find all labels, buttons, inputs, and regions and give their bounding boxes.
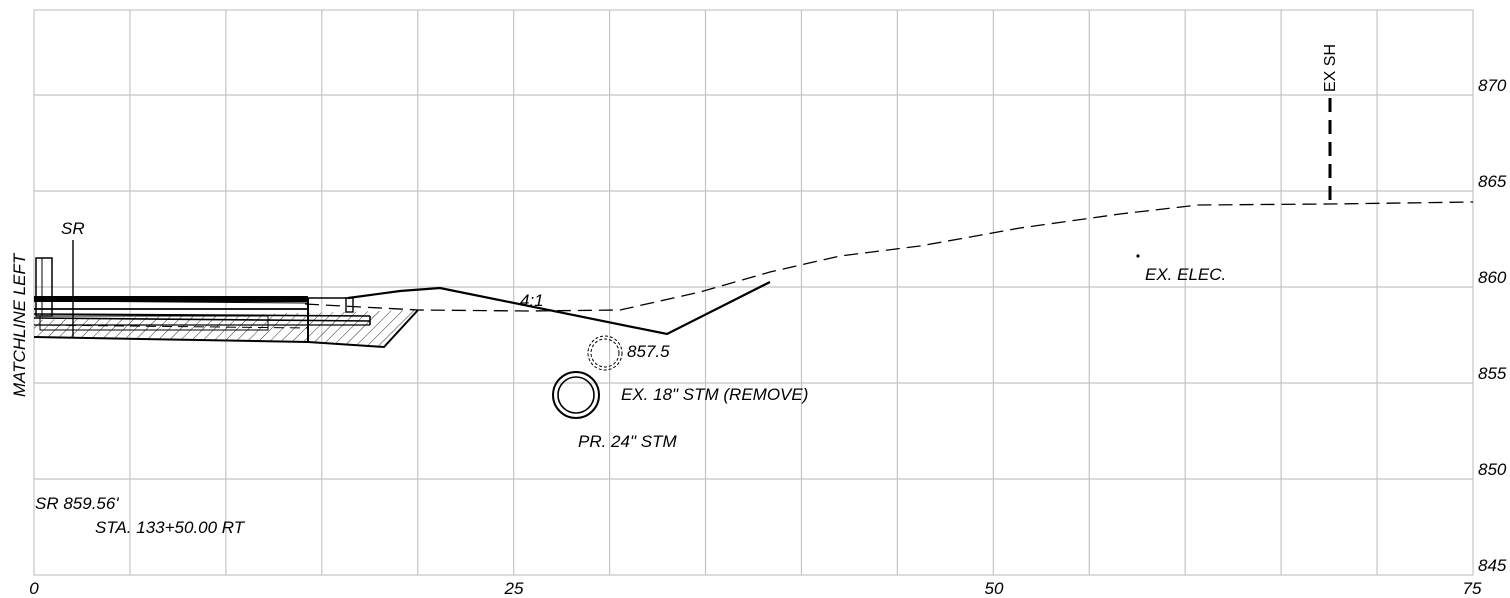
slope-label: 4:1 [520, 291, 544, 310]
ex-storm-label: EX. 18" STM (REMOVE) [621, 385, 808, 404]
ex-electric-label: EX. ELEC. [1145, 265, 1226, 284]
grid [33, 9, 1474, 576]
y-tick: 865 [1478, 172, 1507, 191]
elevation-point-label: 857.5 [627, 342, 670, 361]
x-tick: 50 [985, 579, 1004, 598]
ex-electric-marker [1136, 254, 1140, 258]
existing-ground-line [304, 201, 1474, 312]
proposed-24in-storm-pipe [552, 371, 600, 419]
y-tick: 845 [1478, 556, 1507, 575]
x-tick: 0 [29, 579, 39, 598]
station-label: STA. 133+50.00 RT [95, 518, 246, 537]
sr-elevation-label: SR 859.56' [35, 494, 119, 513]
horizontal-gridlines [34, 94, 1473, 480]
x-tick: 75 [1463, 579, 1482, 598]
pavement-section [33, 240, 419, 349]
vertical-gridlines [129, 10, 1378, 575]
matchline-label: MATCHLINE LEFT [10, 252, 29, 397]
y-tick: 850 [1478, 460, 1507, 479]
y-tick: 860 [1478, 268, 1507, 287]
x-tick: 25 [504, 579, 524, 598]
sr-label: SR [61, 219, 85, 238]
pr-storm-label: PR. 24" STM [578, 432, 677, 451]
ex-sanitary-label: EX SH [1322, 44, 1339, 92]
x-axis-ticks: 0 25 50 75 [29, 579, 1482, 598]
y-axis-ticks: 870 865 860 855 850 845 [1478, 76, 1507, 575]
proposed-ground-line [347, 281, 771, 336]
y-tick: 870 [1478, 76, 1507, 95]
existing-18in-storm-pipe [587, 335, 623, 371]
y-tick: 855 [1478, 364, 1507, 383]
